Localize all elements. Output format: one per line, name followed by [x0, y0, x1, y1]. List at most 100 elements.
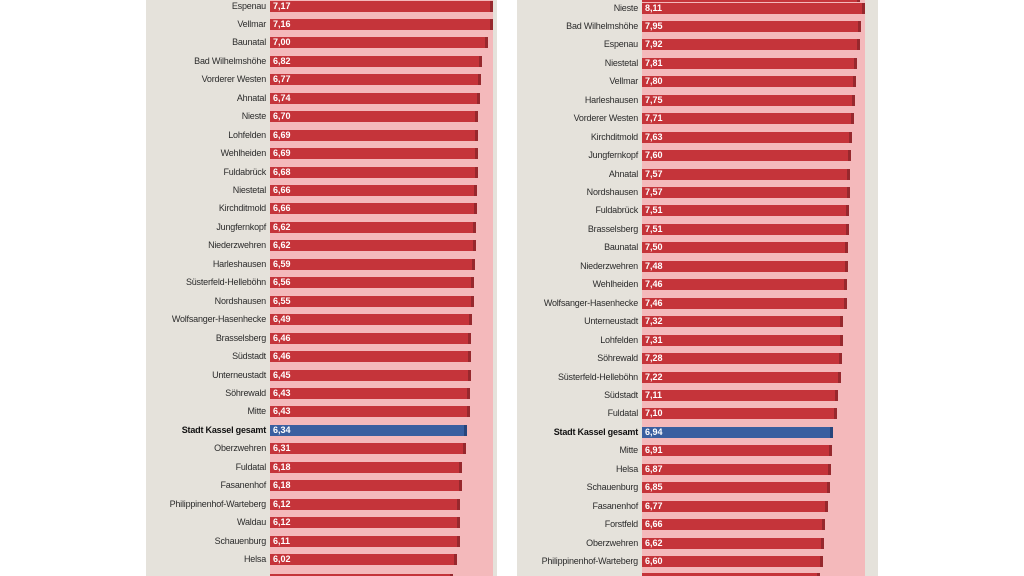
value-bar: 7,80	[642, 76, 856, 88]
value-bar: 6,31	[270, 443, 466, 455]
value-label: 7,63	[645, 131, 663, 142]
value-bar: 6,12	[270, 498, 460, 510]
value-label: 6,77	[645, 500, 663, 511]
value-label: 7,71	[645, 113, 663, 124]
value-bar: 6,43	[270, 387, 470, 399]
row-label: Baunatal	[604, 242, 638, 253]
value-bar: 7,17	[270, 0, 493, 12]
value-label: 7,50	[645, 242, 663, 253]
value-bar: 7,22	[642, 371, 841, 383]
left-chart-panel: Espenau 7,17 Vellmar 7,16 Baunatal 7,00 Bad Wi…	[146, 0, 497, 576]
cut-off-bar	[642, 0, 860, 2]
value-label: 6,11	[273, 535, 291, 546]
row-label: Fuldabrück	[223, 166, 266, 177]
value-bar: 7,16	[270, 18, 493, 30]
value-label: 7,51	[645, 205, 663, 216]
row-label: Unterneustadt	[584, 316, 638, 327]
value-label: 6,77	[273, 74, 291, 85]
value-label: 7,31	[645, 334, 663, 345]
value-bar: 6,18	[270, 461, 462, 473]
row-label: Harleshausen	[212, 258, 266, 269]
value-label: 6,66	[273, 185, 291, 195]
value-bar: 6,49	[270, 314, 472, 326]
row-label: Südstadt	[604, 389, 638, 400]
value-label: 7,16	[273, 18, 291, 29]
row-label: Vellmar	[237, 18, 266, 29]
row-label: Niederzwehren	[208, 240, 266, 251]
value-label: 7,95	[645, 20, 663, 31]
row-label: Harleshausen	[584, 94, 638, 105]
value-bar: 7,48	[642, 260, 848, 272]
row-label: Helsa	[243, 554, 266, 564]
value-bar: 7,75	[642, 94, 855, 106]
row-label: Vorderer Westen	[573, 113, 639, 124]
cut-off-bar	[270, 573, 453, 576]
right-chart-panel: Nieste 8,11 Bad Wilhelmshöhe 7,95 Espenau 7,9…	[517, 0, 878, 576]
row-label: Südstadt	[232, 351, 266, 362]
value-bar: 6,11	[270, 535, 460, 547]
row-label: Helsa	[615, 463, 638, 474]
value-label: 7,28	[645, 353, 663, 364]
value-label: 7,46	[645, 279, 663, 290]
value-bar: 7,00	[270, 37, 488, 49]
row-label: Oberzwehren	[586, 537, 638, 548]
row-label: Nieste	[241, 111, 267, 122]
value-label: 7,57	[645, 187, 663, 197]
value-bar: 6,74	[270, 92, 480, 104]
row-label: Fasanenhof	[220, 480, 266, 491]
value-bar: 7,92	[642, 39, 860, 51]
row-label: Mitte	[619, 445, 638, 456]
value-bar: 6,82	[270, 55, 482, 67]
value-label: 6,87	[645, 463, 663, 474]
row-label: Unterneustadt	[212, 369, 266, 380]
value-bar: 7,57	[642, 168, 850, 180]
value-label: 6,85	[645, 482, 663, 493]
value-label: 7,57	[645, 168, 663, 179]
value-bar: 6,66	[270, 185, 477, 196]
row-label: Nordshausen	[586, 187, 639, 197]
value-label: 7,11	[645, 389, 663, 400]
value-bar: 6,46	[270, 332, 471, 344]
value-label: 7,22	[645, 371, 663, 382]
row-label: Ahnatal	[236, 92, 266, 103]
value-label: 6,45	[273, 369, 291, 380]
row-label: Nordshausen	[214, 295, 267, 306]
row-label: Fuldabrück	[595, 205, 638, 216]
value-label: 7,80	[645, 76, 663, 87]
value-bar: 6,45	[270, 369, 471, 381]
row-label-total: Stadt Kassel gesamt	[181, 424, 266, 435]
row-label: Lohfelden	[600, 334, 638, 345]
row-label: Wehlheiden	[220, 148, 267, 159]
row-label: Schauenburg	[214, 535, 267, 546]
row-label: Bad Wilhelmshöhe	[566, 20, 638, 31]
row-label: Ahnatal	[608, 168, 638, 179]
row-label: Süsterfeld-Helleböhn	[185, 277, 266, 288]
value-label: 7,60	[645, 150, 663, 161]
row-label: Schauenburg	[586, 482, 639, 493]
row-label: Bad Wilhelmshöhe	[194, 55, 266, 66]
value-bar: 6,02	[270, 554, 457, 565]
value-label: 6,43	[273, 387, 291, 398]
row-label: Espenau	[231, 0, 266, 11]
value-label: 7,10	[645, 408, 663, 419]
value-bar: 6,46	[270, 351, 471, 363]
value-bar: 6,66	[642, 519, 825, 531]
value-bar: 7,51	[642, 205, 849, 217]
value-label: 6,94	[645, 426, 663, 437]
value-label: 6,34	[273, 424, 291, 435]
value-label: 7,32	[645, 316, 663, 327]
value-bar: 6,66	[270, 203, 477, 215]
value-bar: 6,69	[270, 129, 478, 141]
value-bar: 6,56	[270, 277, 474, 289]
value-bar: 6,69	[270, 148, 478, 160]
value-bar: 6,62	[270, 221, 476, 233]
value-label: 6,68	[273, 166, 291, 177]
row-label: Mitte	[247, 406, 266, 417]
value-label: 6,60	[645, 556, 663, 566]
value-label: 6,55	[273, 295, 291, 306]
row-label: Söhrewald	[225, 387, 266, 398]
value-bar: 7,28	[642, 353, 842, 365]
value-bar: 6,12	[270, 517, 460, 529]
row-label: Niestetal	[604, 57, 638, 68]
value-label: 6,46	[273, 351, 291, 362]
